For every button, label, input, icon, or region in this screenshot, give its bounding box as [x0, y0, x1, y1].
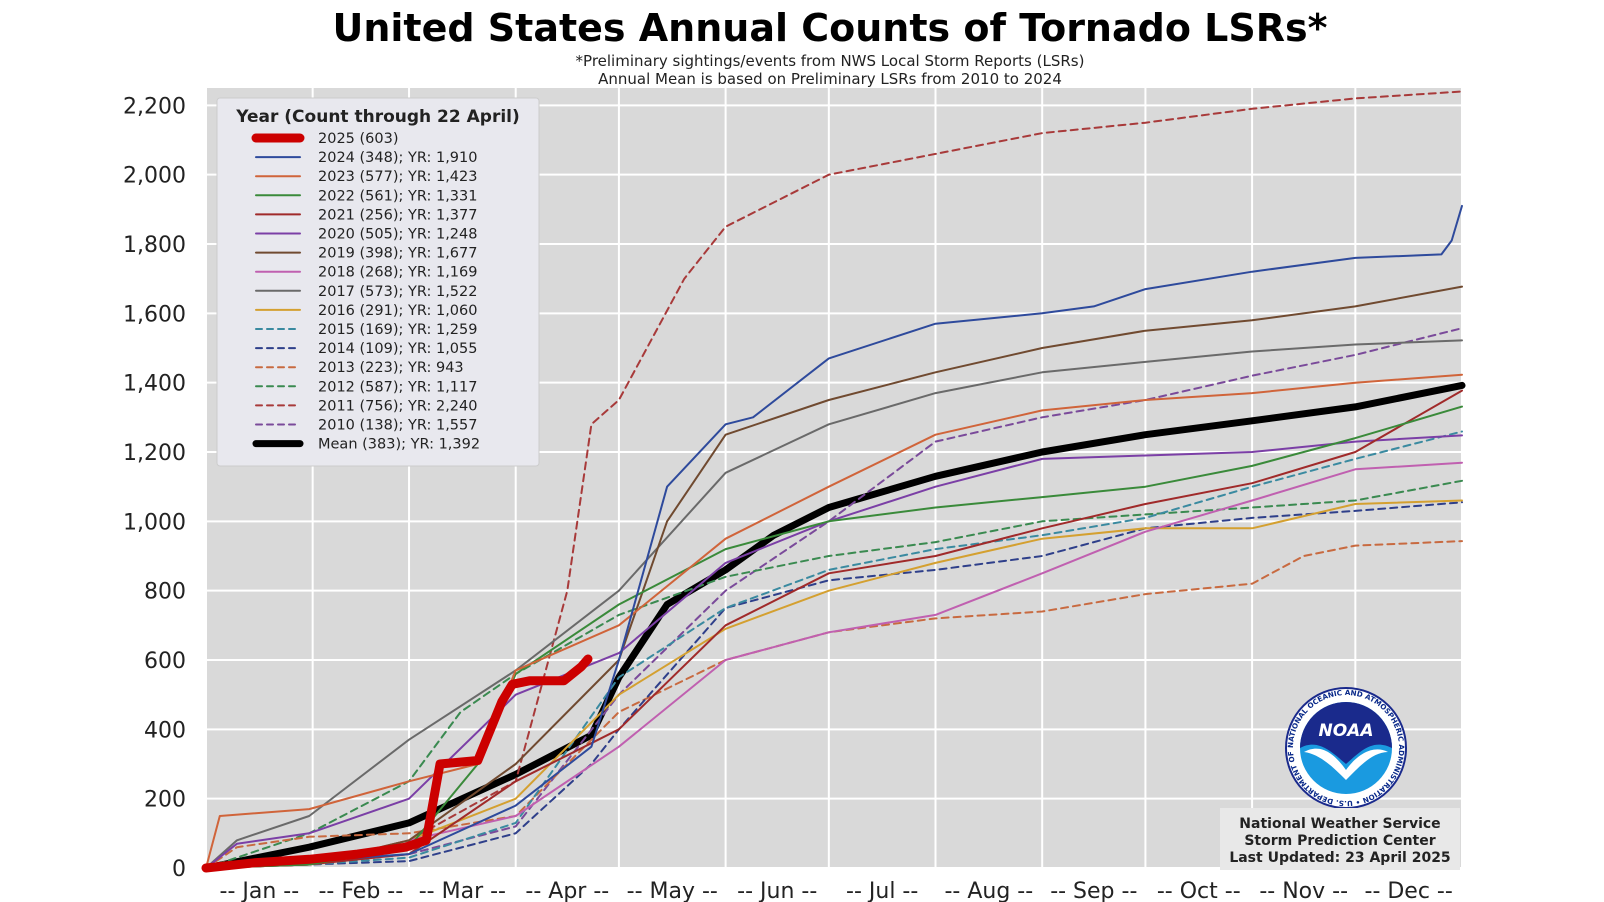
legend-title: Year (Count through 22 April) — [235, 107, 520, 127]
x-tick-label: -- Oct -- — [1157, 879, 1241, 902]
series-line-2020 — [205, 434, 1463, 869]
x-tick-label: -- Aug -- — [944, 879, 1033, 902]
legend-label-2019: 2019 (398); YR: 1,677 — [318, 246, 478, 262]
credit-line-1: National Weather Service — [1239, 816, 1440, 832]
series-line-2012 — [205, 479, 1463, 869]
legend-label-mean: Mean (383); YR: 1,392 — [318, 437, 480, 453]
legend-items: 2025 (603) 2024 (348); YR: 1,910 2023 (577… — [251, 131, 480, 453]
y-tick-label: 200 — [144, 788, 186, 813]
legend-label-2011: 2011 (756); YR: 2,240 — [318, 398, 478, 414]
legend: Year (Count through 22 April) 2025 (603)… — [216, 97, 540, 467]
credit-line-2: Storm Prediction Center — [1244, 833, 1435, 849]
legend-label-2021: 2021 (256); YR: 1,377 — [318, 207, 478, 223]
series-line-2014 — [205, 501, 1463, 869]
legend-label-2024: 2024 (348); YR: 1,910 — [318, 150, 478, 166]
legend-label-2018: 2018 (268); YR: 1,169 — [318, 265, 478, 281]
y-tick-label: 1,000 — [123, 510, 186, 535]
y-tick-label: 2,000 — [123, 164, 186, 189]
y-tick-label: 1,800 — [123, 233, 186, 258]
chart-subtitle-2: Annual Mean is based on Preliminary LSRs… — [598, 70, 1062, 88]
series-line-2023 — [205, 373, 1463, 869]
legend-label-2010: 2010 (138); YR: 1,557 — [318, 418, 478, 434]
credit-line-3: Last Updated: 23 April 2025 — [1229, 850, 1450, 866]
legend-label-2015: 2015 (169); YR: 1,259 — [318, 322, 478, 338]
legend-label-2020: 2020 (505); YR: 1,248 — [318, 227, 478, 243]
legend-label-2014: 2014 (109); YR: 1,055 — [318, 341, 478, 357]
y-tick-label: 1,400 — [123, 372, 186, 397]
x-tick-label: -- Sep -- — [1050, 879, 1137, 902]
credit-box — [1220, 808, 1460, 870]
y-tick-label: 800 — [144, 580, 186, 605]
chart-subtitle: *Preliminary sightings/events from NWS L… — [576, 52, 1085, 70]
x-tick-labels: -- Jan -- -- Feb -- -- Mar -- -- Apr -- -- M… — [220, 879, 1453, 902]
series-line-2017 — [205, 339, 1463, 869]
y-tick-labels: 0 200 400 600 800 1,000 1,200 1,400 1,600 1,800 2,… — [123, 94, 186, 882]
legend-label-2013: 2013 (223); YR: 943 — [318, 360, 464, 376]
chart-title: United States Annual Counts of Tornado L… — [333, 6, 1328, 50]
x-tick-label: -- Jan -- — [220, 879, 300, 902]
y-tick-label: 1,200 — [123, 441, 186, 466]
legend-label-2016: 2016 (291); YR: 1,060 — [318, 303, 478, 319]
x-tick-label: -- Nov -- — [1259, 879, 1348, 902]
x-tick-label: -- May -- — [627, 879, 718, 902]
series-line-2015 — [205, 430, 1463, 869]
legend-label-2025: 2025 (603) — [318, 131, 399, 147]
x-tick-label: -- Jul -- — [846, 879, 918, 902]
legend-label-2022: 2022 (561); YR: 1,331 — [318, 188, 478, 204]
series-line-2024 — [205, 204, 1463, 869]
legend-label-2012: 2012 (587); YR: 1,117 — [318, 379, 478, 395]
series-line-2022 — [205, 405, 1463, 869]
logo-word: NOAA — [1319, 721, 1374, 741]
x-tick-label: -- Feb -- — [318, 879, 403, 902]
legend-label-2017: 2017 (573); YR: 1,522 — [318, 284, 478, 300]
x-tick-label: -- Dec -- — [1365, 879, 1453, 902]
x-tick-label: -- Jun -- — [737, 879, 817, 902]
series-layer — [201, 90, 1466, 873]
series-line-2025 — [201, 654, 593, 873]
series-line-2011 — [205, 90, 1463, 869]
y-tick-label: 1,600 — [123, 302, 186, 327]
y-tick-label: 0 — [172, 857, 186, 882]
x-tick-label: -- Mar -- — [419, 879, 506, 902]
logo-bird-icon — [1304, 748, 1388, 780]
y-tick-label: 400 — [144, 718, 186, 743]
logo-navy-top — [1300, 702, 1392, 764]
y-tick-label: 600 — [144, 649, 186, 674]
x-tick-label: -- Apr -- — [525, 879, 609, 902]
legend-label-2023: 2023 (577); YR: 1,423 — [318, 169, 478, 185]
legend-box — [216, 97, 540, 467]
y-tick-label: 2,200 — [123, 94, 186, 119]
